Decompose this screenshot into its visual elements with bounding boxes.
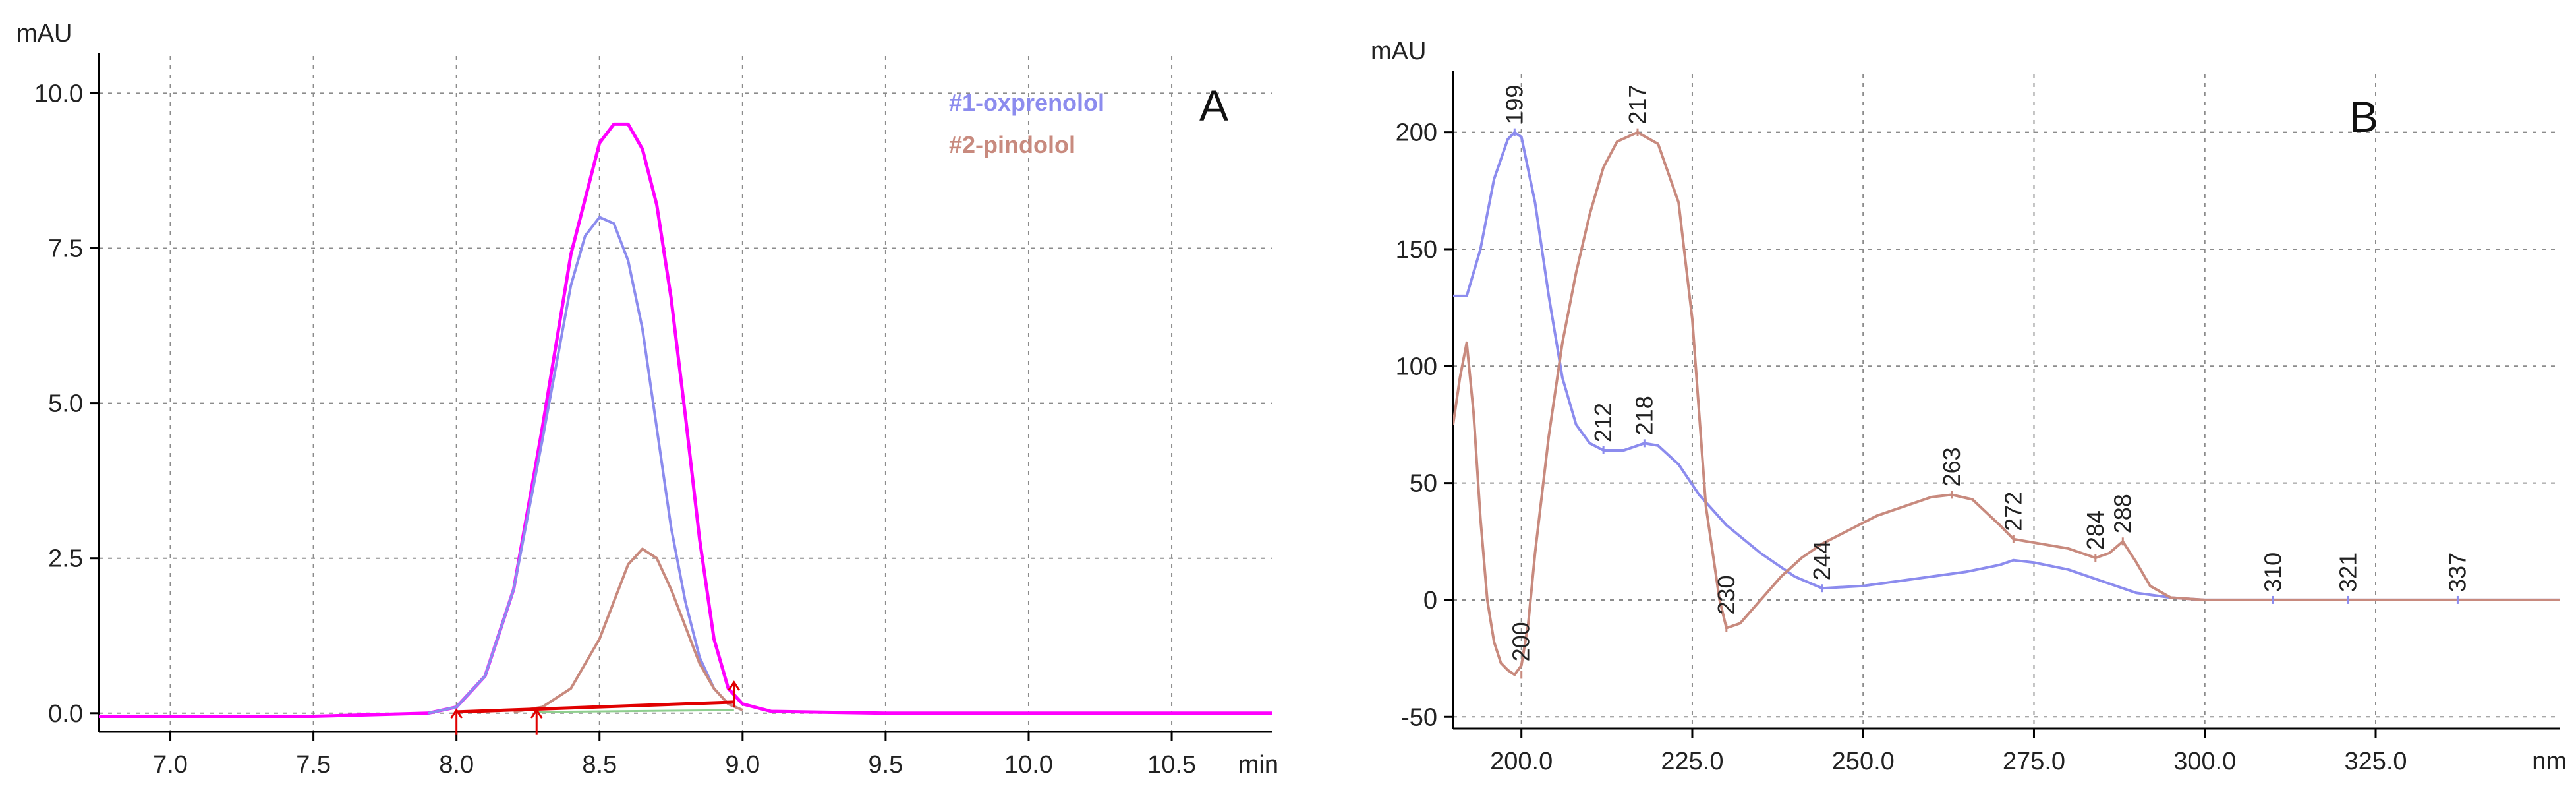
x-tick-label: 300.0 (2173, 748, 2236, 775)
y-tick-label: 2.5 (48, 545, 83, 573)
integration-baseline-secondary (536, 709, 734, 713)
series-line-1-0 (1453, 131, 2560, 601)
integration-marker-arrow (728, 680, 741, 691)
integration-baseline (456, 700, 734, 714)
peak-label: 321 (2335, 553, 2362, 592)
series-line-1-1 (1453, 131, 2560, 676)
integration-marker-arrow (530, 708, 543, 719)
y-tick-label: 150 (1396, 236, 1437, 264)
x-tick-label: 200.0 (1490, 748, 1553, 775)
x-tick-label: 7.5 (296, 751, 331, 779)
panel-A: 7.0 7.5 8.0 8.5 9.0 9.5 10.0 10.5 0.0 2.5 5.0 7.5 10… (16, 20, 1278, 779)
peak-label: 244 (1808, 541, 1835, 580)
y-tick-label: 100 (1396, 353, 1437, 380)
legend-entry: #2-pindolol (949, 131, 1075, 158)
x-tick-label: 9.0 (725, 751, 760, 779)
series-line--2-pindolol (513, 547, 743, 713)
panel-label-A: A (1199, 81, 1228, 130)
x-tick-label: 10.5 (1147, 751, 1196, 779)
x-tick-label: 8.5 (582, 751, 617, 779)
peak-label: 217 (1624, 85, 1651, 125)
peak-label: 288 (2109, 494, 2136, 533)
x-tick-label: 10.0 (1004, 751, 1053, 779)
y-tick-label: 200 (1396, 119, 1437, 147)
peak-label: 310 (2259, 553, 2286, 592)
peak-label: 199 (1501, 85, 1528, 125)
panel-label-B: B (2349, 92, 2378, 141)
x-tick-label: 8.0 (439, 751, 474, 779)
y-tick-label: 50 (1410, 470, 1437, 498)
y-tick-label: 0.0 (48, 700, 83, 728)
peak-label: 263 (1938, 447, 1965, 487)
x-axis-unit-label: min (1238, 751, 1278, 779)
y-tick-label: 5.0 (48, 390, 83, 418)
y-tick-label: -50 (1401, 703, 1437, 731)
y-tick-label: 7.5 (48, 235, 83, 263)
x-tick-label: 325.0 (2344, 748, 2407, 775)
x-tick-label: 250.0 (1832, 748, 1895, 775)
x-tick-label: 9.5 (868, 751, 903, 779)
peak-label: 212 (1589, 403, 1617, 442)
y-tick-label: 10.0 (34, 80, 83, 107)
peak-label: 200 (1508, 622, 1535, 661)
y-axis-unit-label: mAU (16, 20, 72, 47)
y-axis-unit-label: mAU (1371, 38, 1426, 65)
peak-label: 284 (2082, 510, 2109, 550)
peak-label: 218 (1630, 396, 1657, 435)
peak-label: 230 (1713, 575, 1740, 614)
y-tick-label: 0 (1423, 587, 1437, 614)
x-tick-label: 7.0 (153, 751, 188, 779)
x-tick-label: 225.0 (1661, 748, 1723, 775)
integration-marker-arrow (450, 708, 463, 719)
series-line--1-oxprenolol (427, 216, 743, 715)
legend-entry: #1-oxprenolol (949, 89, 1104, 116)
peak-label: 337 (2444, 553, 2471, 592)
panel-B: 200.0 225.0 250.0 275.0 300.0 325.0 -50 0 50 100 1… (1371, 38, 2567, 775)
peak-label: 272 (1999, 492, 2026, 531)
x-tick-label: 275.0 (2003, 748, 2065, 775)
x-axis-unit-label: nm (2532, 748, 2567, 775)
